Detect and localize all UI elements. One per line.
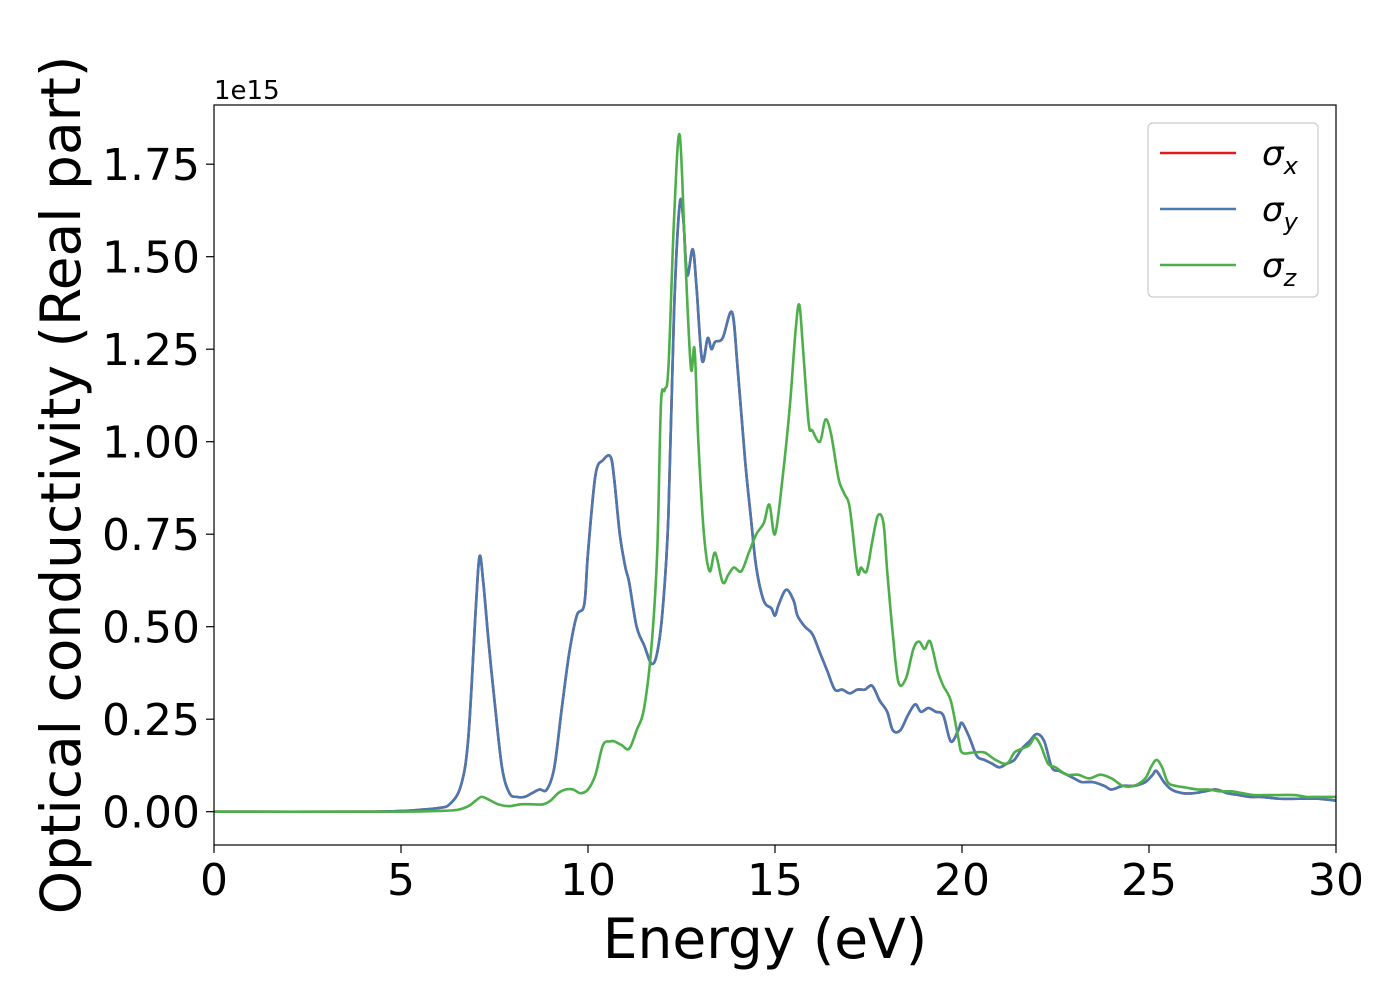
x-axis-title: Energy (eV) xyxy=(603,907,927,971)
y-tick-label: 0.00 xyxy=(102,788,200,839)
series-layer xyxy=(214,133,1336,814)
y-tick-label: 0.50 xyxy=(102,603,200,654)
y-tick-label: 0.25 xyxy=(102,695,200,746)
y-axis-offset-text: 1e15 xyxy=(214,76,280,106)
y-tick-label: 1.00 xyxy=(102,418,200,469)
y-tick-label: 0.75 xyxy=(102,510,200,561)
x-tick-label: 30 xyxy=(1308,855,1364,906)
y-axis: 0.00 0.25 0.50 0.75 1.00 1.25 1.50 1.75 xyxy=(102,140,214,839)
y-tick-label: 1.50 xyxy=(102,233,200,284)
y-tick-label: 1.25 xyxy=(102,325,200,376)
y-axis-title: Optical conductivity (Real part) xyxy=(29,56,93,915)
y-tick-label: 1.75 xyxy=(102,140,200,191)
series-line-z xyxy=(214,133,1336,814)
series-line-y xyxy=(214,197,1336,814)
x-tick-label: 15 xyxy=(747,855,803,906)
x-axis: 0 5 10 15 20 25 30 xyxy=(200,845,1364,906)
x-tick-label: 10 xyxy=(560,855,616,906)
x-tick-label: 20 xyxy=(934,855,990,906)
x-tick-label: 0 xyxy=(200,855,228,906)
x-tick-label: 5 xyxy=(387,855,415,906)
x-tick-label: 25 xyxy=(1121,855,1177,906)
